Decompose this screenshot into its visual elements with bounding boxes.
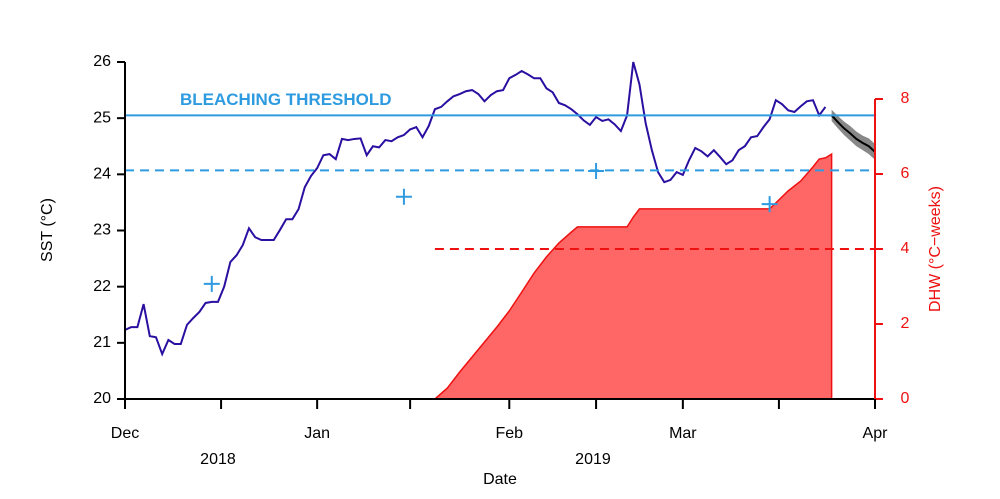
y-tick-label: 23 bbox=[93, 222, 111, 239]
y-axis-label: SST (°C) bbox=[39, 198, 56, 262]
y-tick-label: 22 bbox=[93, 278, 111, 295]
sst-line bbox=[124, 61, 827, 357]
y2-tick-label: 6 bbox=[901, 165, 910, 182]
x-tick-label: Jan bbox=[304, 425, 330, 442]
x-tick-label: Apr bbox=[863, 425, 889, 442]
climatology-marker bbox=[761, 196, 778, 213]
y-tick-label: 25 bbox=[93, 109, 111, 126]
year-label: 2019 bbox=[575, 451, 611, 468]
y-tick-label: 20 bbox=[93, 390, 111, 407]
y2-tick-label: 0 bbox=[901, 390, 910, 407]
dhw-area bbox=[432, 152, 833, 400]
x-tick-label: Dec bbox=[111, 425, 139, 442]
y2-axis-label: DHW (°C−weeks) bbox=[927, 186, 944, 312]
x-tick-label: Feb bbox=[496, 425, 524, 442]
climatology-marker bbox=[395, 188, 412, 205]
y-tick-label: 24 bbox=[93, 166, 111, 183]
y2-tick-label: 2 bbox=[901, 315, 910, 332]
year-label: 2018 bbox=[200, 451, 236, 468]
x-tick-label: Mar bbox=[669, 425, 697, 442]
x-axis-label: Date bbox=[483, 471, 517, 488]
y2-tick-label: 4 bbox=[901, 240, 910, 257]
climatology-marker bbox=[203, 275, 220, 292]
y2-tick-label: 8 bbox=[901, 90, 910, 107]
reference-label: BLEACHING THRESHOLD bbox=[180, 90, 392, 109]
forecast-line bbox=[830, 114, 876, 153]
y-tick-label: 26 bbox=[93, 53, 111, 70]
y-tick-label: 21 bbox=[93, 334, 111, 351]
forecast-band bbox=[831, 109, 875, 160]
